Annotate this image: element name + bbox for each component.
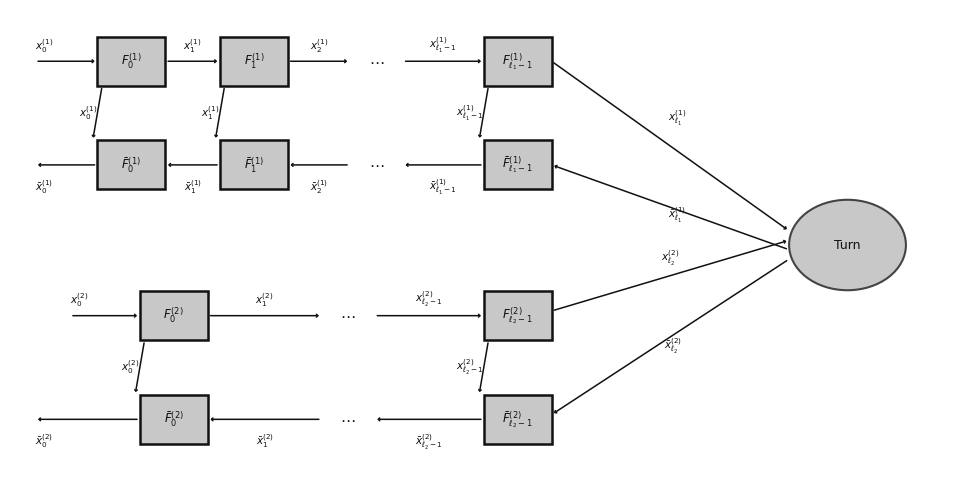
Text: $x_0^{(2)}$: $x_0^{(2)}$ bbox=[70, 291, 88, 309]
Text: $\bar{x}_{\ell_2}^{(2)}$: $\bar{x}_{\ell_2}^{(2)}$ bbox=[663, 337, 682, 356]
Text: $x_2^{(1)}$: $x_2^{(1)}$ bbox=[309, 37, 328, 55]
FancyBboxPatch shape bbox=[97, 37, 165, 86]
Text: $\bar{x}_{\ell_1-1}^{(1)}$: $\bar{x}_{\ell_1-1}^{(1)}$ bbox=[429, 178, 457, 197]
Text: $\bar{x}_0^{(2)}$: $\bar{x}_0^{(2)}$ bbox=[36, 433, 54, 450]
Text: $x_{\ell_1}^{(1)}$: $x_{\ell_1}^{(1)}$ bbox=[668, 109, 687, 128]
FancyBboxPatch shape bbox=[220, 37, 288, 86]
Text: $F_0^{(1)}$: $F_0^{(1)}$ bbox=[121, 51, 142, 71]
Text: $x_{\ell_1-1}^{(1)}$: $x_{\ell_1-1}^{(1)}$ bbox=[456, 103, 484, 122]
Text: $\bar{F}_{\ell_2-1}^{(2)}$: $\bar{F}_{\ell_2-1}^{(2)}$ bbox=[502, 409, 533, 430]
FancyBboxPatch shape bbox=[484, 141, 552, 190]
Text: $\bar{x}_{\ell_2-1}^{(2)}$: $\bar{x}_{\ell_2-1}^{(2)}$ bbox=[415, 433, 444, 452]
Text: Turn: Turn bbox=[834, 239, 861, 251]
Text: $x_0^{(1)}$: $x_0^{(1)}$ bbox=[79, 104, 97, 122]
FancyBboxPatch shape bbox=[220, 141, 288, 190]
Text: $F_{\ell_2-1}^{(2)}$: $F_{\ell_2-1}^{(2)}$ bbox=[502, 305, 533, 326]
Text: $\bar{F}_0^{(2)}$: $\bar{F}_0^{(2)}$ bbox=[164, 410, 183, 429]
Text: $x_0^{(2)}$: $x_0^{(2)}$ bbox=[121, 359, 140, 376]
Text: $\bar{x}_0^{(1)}$: $\bar{x}_0^{(1)}$ bbox=[36, 178, 54, 196]
Text: $\cdots$: $\cdots$ bbox=[341, 412, 356, 427]
FancyBboxPatch shape bbox=[97, 141, 165, 190]
FancyBboxPatch shape bbox=[484, 291, 552, 340]
Text: $x_1^{(1)}$: $x_1^{(1)}$ bbox=[183, 37, 202, 55]
Text: $F_0^{(2)}$: $F_0^{(2)}$ bbox=[163, 306, 184, 325]
Text: $x_{\ell_2-1}^{(2)}$: $x_{\ell_2-1}^{(2)}$ bbox=[416, 290, 443, 309]
Text: $\bar{x}_{\ell_1}^{(1)}$: $\bar{x}_{\ell_1}^{(1)}$ bbox=[668, 206, 686, 225]
Text: $\bar{F}_0^{(1)}$: $\bar{F}_0^{(1)}$ bbox=[121, 155, 141, 174]
FancyBboxPatch shape bbox=[140, 291, 207, 340]
FancyBboxPatch shape bbox=[484, 395, 552, 444]
Text: $\bar{x}_2^{(1)}$: $\bar{x}_2^{(1)}$ bbox=[310, 178, 328, 196]
Ellipse shape bbox=[789, 200, 906, 290]
Text: $\cdots$: $\cdots$ bbox=[369, 157, 384, 172]
Text: $\bar{x}_1^{(2)}$: $\bar{x}_1^{(2)}$ bbox=[255, 433, 274, 450]
Text: $\bar{F}_{\ell_1-1}^{(1)}$: $\bar{F}_{\ell_1-1}^{(1)}$ bbox=[502, 154, 533, 175]
Text: $F_1^{(1)}$: $F_1^{(1)}$ bbox=[244, 51, 264, 71]
Text: $\cdots$: $\cdots$ bbox=[369, 54, 384, 69]
Text: $\cdots$: $\cdots$ bbox=[341, 308, 356, 323]
Text: $x_1^{(2)}$: $x_1^{(2)}$ bbox=[255, 291, 274, 309]
Text: $x_{\ell_2-1}^{(2)}$: $x_{\ell_2-1}^{(2)}$ bbox=[456, 358, 484, 377]
Text: $x_{\ell_2}^{(2)}$: $x_{\ell_2}^{(2)}$ bbox=[661, 249, 680, 268]
Text: $x_0^{(1)}$: $x_0^{(1)}$ bbox=[36, 37, 54, 55]
Text: $x_{\ell_1-1}^{(1)}$: $x_{\ell_1-1}^{(1)}$ bbox=[429, 35, 457, 55]
Text: $\bar{x}_1^{(1)}$: $\bar{x}_1^{(1)}$ bbox=[183, 178, 202, 196]
Text: $\bar{F}_1^{(1)}$: $\bar{F}_1^{(1)}$ bbox=[244, 155, 264, 174]
FancyBboxPatch shape bbox=[484, 37, 552, 86]
Text: $x_1^{(1)}$: $x_1^{(1)}$ bbox=[202, 104, 220, 122]
Text: $F_{\ell_1-1}^{(1)}$: $F_{\ell_1-1}^{(1)}$ bbox=[502, 51, 533, 72]
FancyBboxPatch shape bbox=[140, 395, 207, 444]
